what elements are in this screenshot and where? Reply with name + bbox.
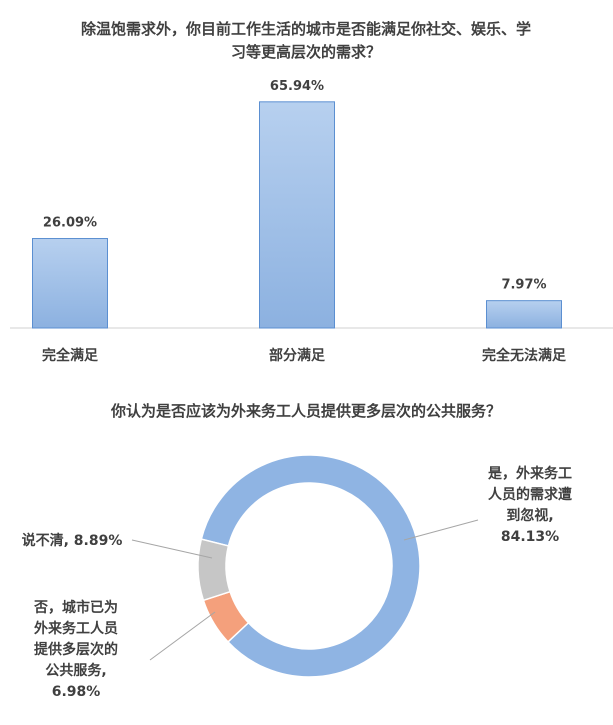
leader-line: [403, 519, 479, 541]
donut-slice: [197, 538, 232, 602]
slice-label: 外来务工人员: [34, 620, 118, 637]
slice-label: 是，外来务工: [488, 465, 572, 482]
leader-line: [149, 611, 216, 661]
bar: [486, 300, 562, 329]
x-tick-label: 完全无法满足: [482, 347, 567, 364]
slice-label: 说不清, 8.89%: [22, 532, 123, 549]
slice-label: 到忽视,: [506, 507, 553, 524]
bar-chart: 除温饱需求外，你目前工作生活的城市是否能满足你社交、娱乐、学 习等更高层次的需求…: [10, 20, 613, 364]
leader-line: [131, 539, 213, 559]
slice-label: 提供多层次的: [34, 641, 118, 658]
bar: [259, 101, 335, 329]
donut-chart: 你认为是否应该为外来务工人员提供更多层次的公共服务？ 是，外来务工人员的需求遭到…: [22, 402, 572, 700]
slice-label: 否，城市已为: [33, 599, 118, 616]
bar-data-label: 7.97%: [501, 278, 546, 293]
slice-label: 公共服务,: [45, 662, 106, 679]
bar-data-label: 26.09%: [43, 216, 97, 231]
x-tick-label: 部分满足: [269, 347, 326, 364]
slice-label: 84.13%: [501, 529, 559, 545]
slice-label: 6.98%: [52, 684, 101, 700]
x-tick-label: 完全满足: [42, 347, 99, 364]
donut-slice: [200, 454, 421, 678]
bar-chart-title-line-1: 除温饱需求外，你目前工作生活的城市是否能满足你社交、娱乐、学: [81, 20, 531, 38]
bar: [32, 238, 108, 329]
donut-chart-title: 你认为是否应该为外来务工人员提供更多层次的公共服务？: [110, 402, 501, 420]
bar-data-label: 65.94%: [270, 79, 324, 94]
bar-chart-title-line-2: 习等更高层次的需求？: [231, 43, 381, 61]
slice-label: 人员的需求遭: [488, 486, 572, 503]
